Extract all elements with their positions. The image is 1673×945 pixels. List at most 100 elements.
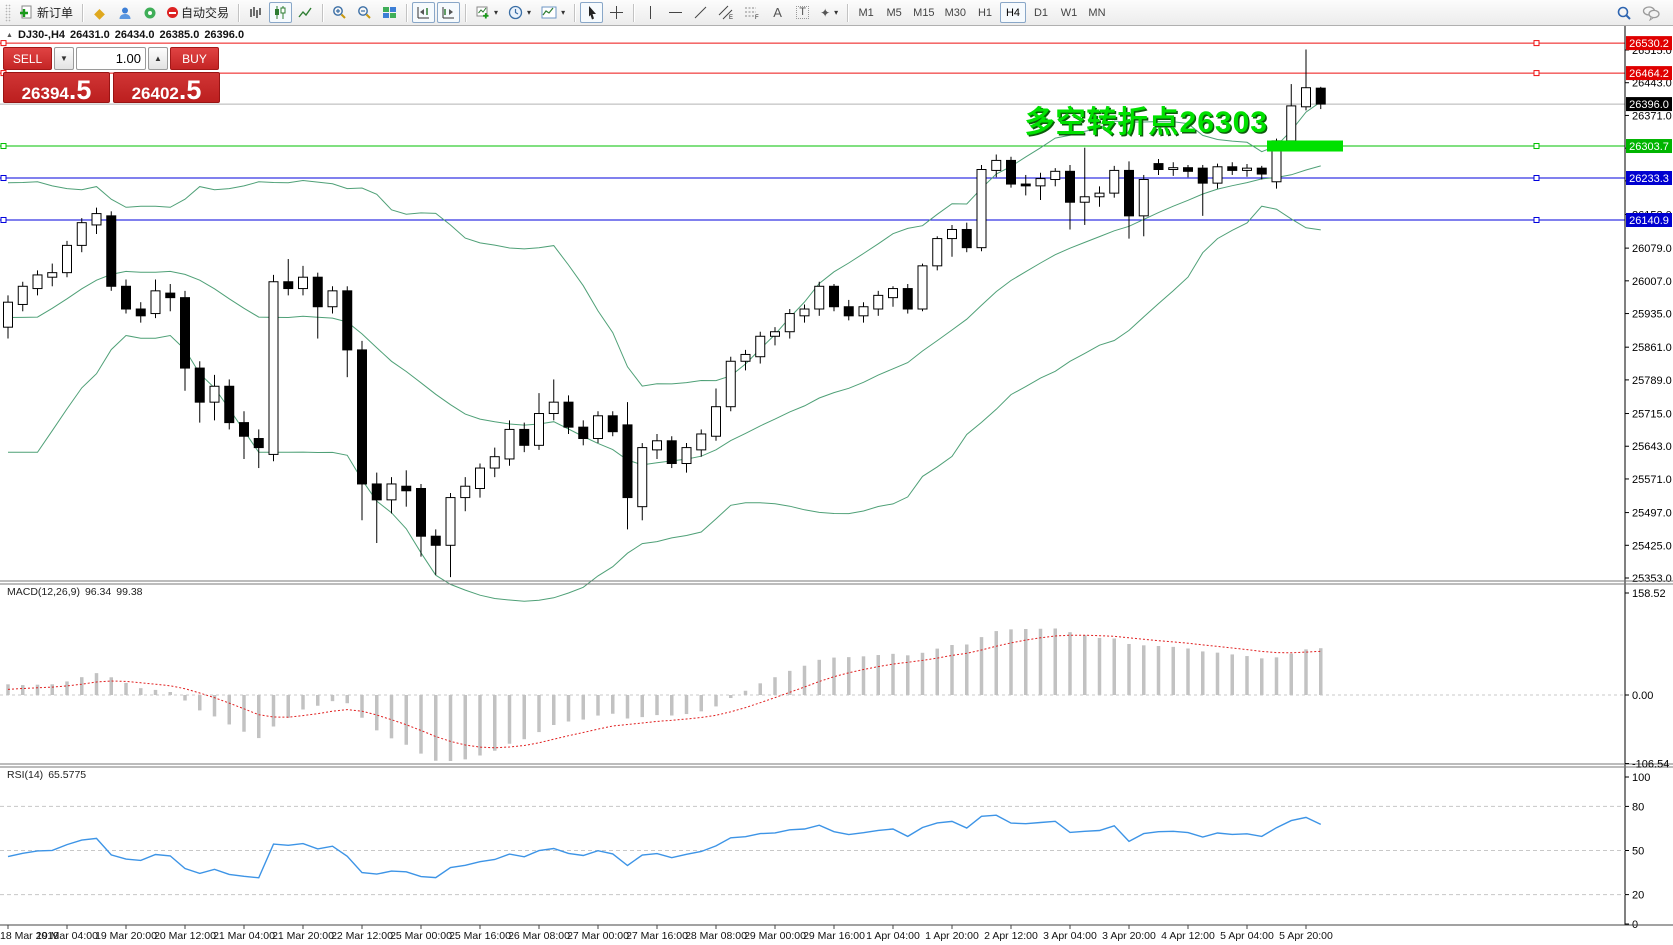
candle bbox=[1242, 167, 1252, 171]
search-button[interactable] bbox=[1612, 2, 1636, 23]
svg-text:80: 80 bbox=[1632, 801, 1644, 813]
candle bbox=[180, 297, 190, 369]
trendline-button[interactable] bbox=[689, 2, 712, 23]
candle bbox=[770, 331, 780, 337]
candle bbox=[637, 447, 648, 508]
line-handle[interactable] bbox=[1533, 40, 1540, 47]
line-handle[interactable] bbox=[1533, 70, 1540, 77]
candle bbox=[1227, 166, 1238, 171]
new-order-button[interactable]: 新订单 bbox=[15, 2, 77, 23]
candle bbox=[76, 222, 87, 246]
svg-text:26443.0: 26443.0 bbox=[1632, 78, 1672, 90]
timeframe-button-h4[interactable]: H4 bbox=[999, 2, 1026, 23]
timeframe-button-h1[interactable]: H1 bbox=[977, 6, 992, 19]
candle bbox=[1109, 169, 1120, 194]
text-button[interactable]: A bbox=[766, 2, 789, 23]
timeframe-button-w1[interactable]: W1 bbox=[1060, 6, 1078, 19]
svg-text:0.00: 0.00 bbox=[1632, 690, 1653, 702]
candle bbox=[1006, 159, 1016, 185]
volume-increase-button[interactable]: ▲ bbox=[148, 47, 168, 70]
highlight-bar[interactable] bbox=[1267, 140, 1343, 152]
bollinger-mid-band bbox=[7, 165, 1321, 466]
alerts-button[interactable] bbox=[138, 2, 161, 23]
svg-text:26464.2: 26464.2 bbox=[1629, 68, 1669, 80]
cursor-icon bbox=[588, 6, 596, 20]
autotrading-button[interactable]: 自动交易 bbox=[163, 2, 233, 23]
text-label-button[interactable]: T bbox=[791, 2, 814, 23]
fibonacci-button[interactable]: F bbox=[740, 2, 764, 23]
candlestick-chart-button[interactable] bbox=[269, 2, 293, 23]
buy-button[interactable]: BUY bbox=[170, 47, 219, 70]
timeframe-button-m1[interactable]: M1 bbox=[858, 6, 874, 19]
profiles-button[interactable]: ▾ bbox=[504, 2, 535, 23]
new-chart-button[interactable]: ▾ bbox=[471, 2, 502, 23]
volume-input[interactable] bbox=[76, 47, 146, 70]
price-chart[interactable]: 26515.026443.026371.026299.026227.026153… bbox=[0, 26, 1673, 945]
candle bbox=[32, 274, 43, 290]
svg-text:4 Apr 12:00: 4 Apr 12:00 bbox=[1161, 930, 1215, 942]
line-handle[interactable] bbox=[1533, 143, 1540, 150]
sell-button[interactable]: SELL bbox=[3, 47, 52, 70]
candle bbox=[386, 483, 397, 501]
macd-main-value: 96.34 bbox=[84, 586, 112, 598]
candle bbox=[1094, 192, 1105, 198]
collapse-icon[interactable]: ▲ bbox=[6, 31, 13, 39]
line-handle[interactable] bbox=[1533, 216, 1540, 223]
svg-text:26530.2: 26530.2 bbox=[1629, 38, 1669, 50]
line-handle[interactable] bbox=[0, 40, 7, 47]
crosshair-button[interactable] bbox=[605, 2, 628, 23]
vertical-line-button[interactable] bbox=[639, 2, 662, 23]
equidistant-channel-icon: E bbox=[718, 5, 733, 20]
candle bbox=[858, 306, 869, 317]
line-handle[interactable] bbox=[0, 175, 7, 182]
candle bbox=[239, 422, 249, 437]
bar-chart-button[interactable] bbox=[244, 2, 267, 23]
candle bbox=[902, 288, 913, 310]
line-handle[interactable] bbox=[1533, 175, 1540, 182]
shapes-button[interactable]: ✦ ▾ bbox=[816, 2, 842, 23]
shift-chart-end-button[interactable] bbox=[412, 2, 436, 23]
timeframe-button-m30[interactable]: M30 bbox=[944, 6, 966, 19]
sell-price-fraction: .5 bbox=[68, 75, 92, 105]
one-click-trading-panel: SELL ▼ ▲ BUY 26394 .5 26402 .5 bbox=[3, 47, 220, 105]
svg-text:50: 50 bbox=[1632, 846, 1644, 858]
buy-price[interactable]: 26402 .5 bbox=[113, 72, 220, 105]
text-icon: A bbox=[773, 5, 782, 20]
horizontal-line-button[interactable] bbox=[664, 2, 687, 23]
timeframe-toolbar: M1 M5 M15 M30 H1 H4 D1 W1 MN bbox=[852, 2, 1111, 23]
candle bbox=[3, 301, 13, 328]
timeframe-button-m15[interactable]: M15 bbox=[913, 6, 935, 19]
timeframe-button-d1[interactable]: D1 bbox=[1033, 6, 1048, 19]
svg-text:1 Apr 04:00: 1 Apr 04:00 bbox=[866, 930, 920, 942]
sell-price[interactable]: 26394 .5 bbox=[3, 72, 110, 105]
candle bbox=[519, 428, 530, 446]
candle bbox=[475, 467, 485, 489]
svg-text:26396.0: 26396.0 bbox=[1629, 99, 1669, 111]
timeframe-button-mn[interactable]: MN bbox=[1088, 6, 1106, 19]
line-handle[interactable] bbox=[0, 216, 7, 223]
candle bbox=[283, 281, 294, 290]
candle bbox=[1301, 87, 1311, 108]
timeframe-button-m5[interactable]: M5 bbox=[886, 6, 902, 19]
community-button[interactable] bbox=[113, 2, 136, 23]
chat-icon bbox=[1642, 5, 1660, 21]
toolbar-grip[interactable] bbox=[5, 3, 11, 22]
shift-chart-end-icon bbox=[417, 7, 430, 19]
price-badge bbox=[1626, 97, 1672, 112]
volume-decrease-button[interactable]: ▼ bbox=[54, 47, 74, 70]
candle bbox=[917, 265, 928, 310]
line-handle[interactable] bbox=[0, 143, 7, 150]
chat-button[interactable] bbox=[1638, 2, 1664, 23]
line-chart-button[interactable] bbox=[294, 2, 317, 23]
tile-windows-button[interactable] bbox=[378, 2, 401, 23]
equidistant-channel-button[interactable]: E bbox=[714, 2, 738, 23]
cursor-button[interactable] bbox=[580, 2, 604, 23]
indicators-icon bbox=[541, 6, 557, 19]
zoom-out-button[interactable] bbox=[353, 2, 376, 23]
metaeditor-button[interactable]: ◆ bbox=[88, 2, 111, 23]
zoom-in-button[interactable] bbox=[328, 2, 351, 23]
auto-scroll-button[interactable] bbox=[437, 2, 461, 23]
candle bbox=[489, 456, 500, 469]
bar-chart-icon bbox=[250, 7, 261, 18]
indicators-button[interactable]: ▾ bbox=[537, 2, 569, 23]
